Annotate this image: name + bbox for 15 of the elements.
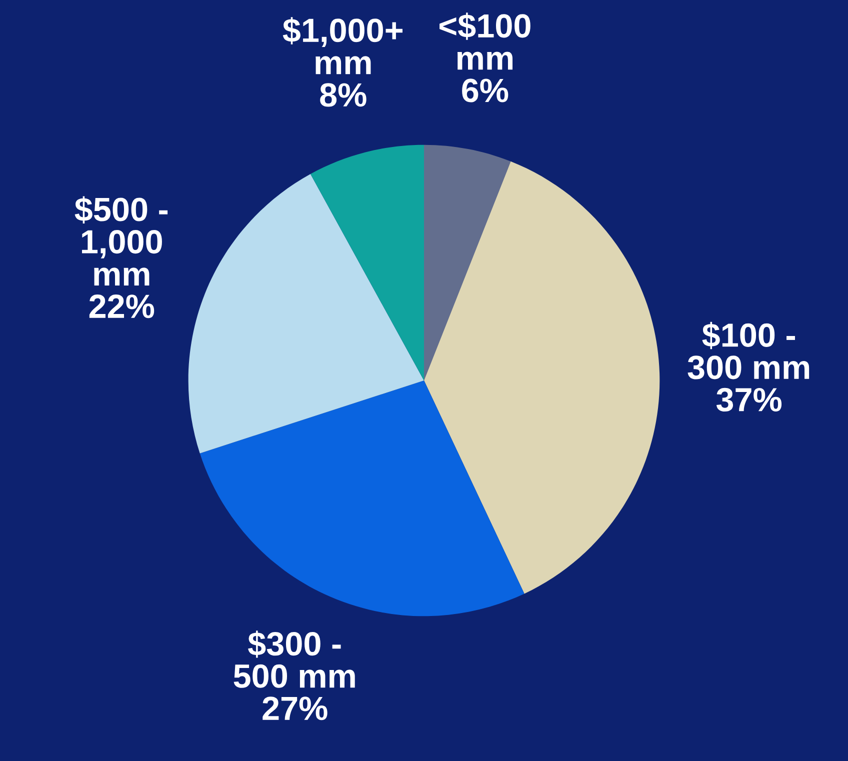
data-label: 22% [89, 294, 154, 318]
slice-label: $300 - 500 mm [234, 630, 355, 688]
pie-slice [310, 144, 424, 380]
pie-slice [188, 174, 424, 454]
slice-label: $500 - 1,000 mm [74, 196, 168, 286]
pie-slice [424, 144, 511, 380]
data-label: 8% [320, 83, 366, 107]
pie-slice [200, 380, 524, 616]
slice-label: $100 - 300 mm [688, 322, 810, 380]
data-label: 6% [462, 78, 508, 102]
pie-slice [424, 161, 660, 594]
slice-label: <$100 mm [440, 12, 530, 70]
data-label: 37% [716, 388, 782, 412]
data-label: 27% [262, 696, 328, 720]
slice-label: $1,000+ mm [282, 17, 402, 74]
